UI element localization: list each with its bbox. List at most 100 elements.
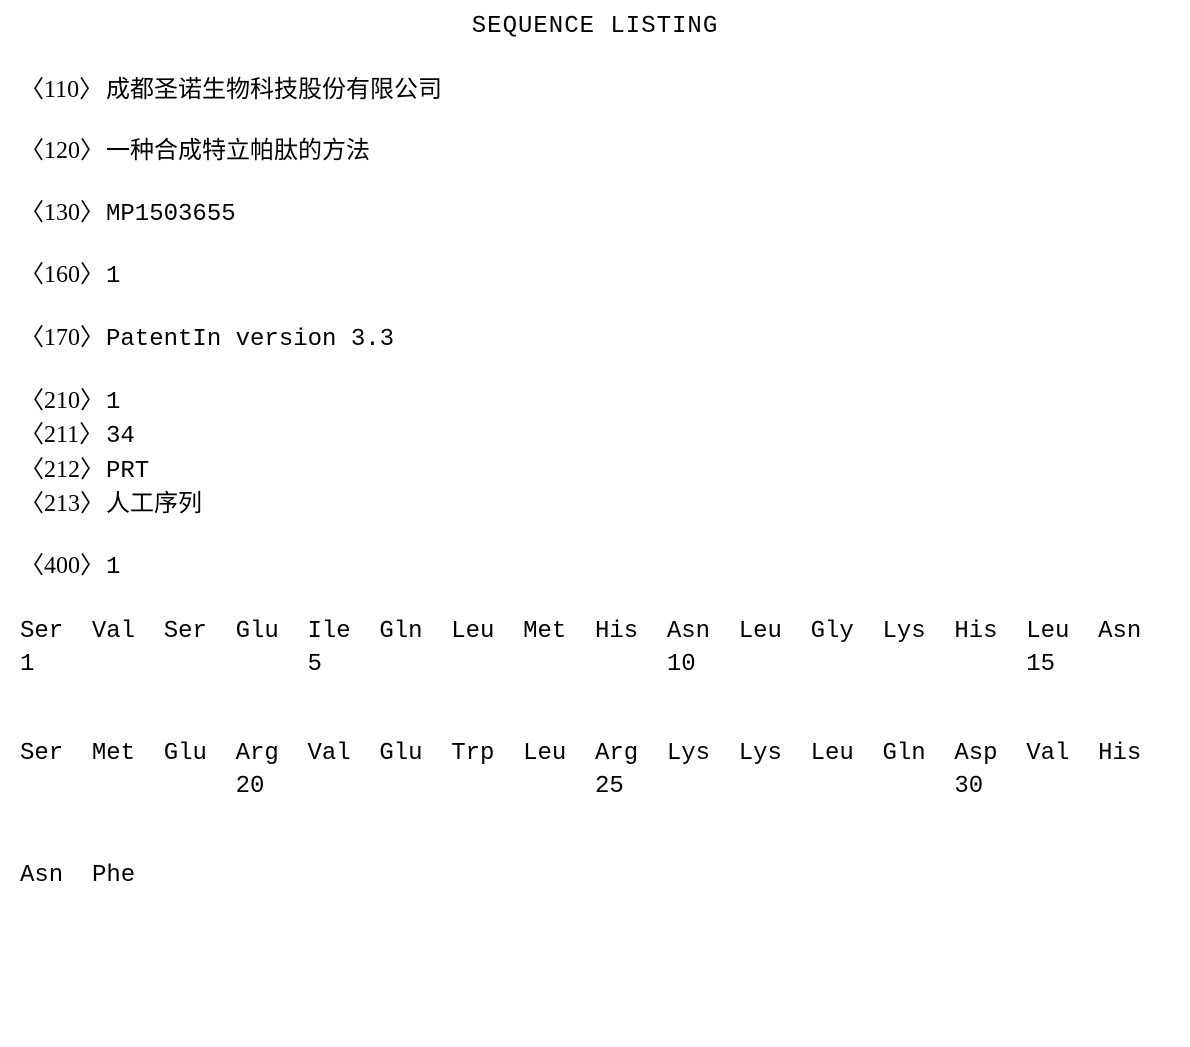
tag-170: 〈170〉 [20, 322, 100, 356]
pos [1098, 770, 1170, 804]
pos [811, 770, 883, 804]
aa: Lys [883, 615, 955, 649]
field-213: 〈213〉 人工序列 [20, 488, 1170, 522]
pos [164, 770, 236, 804]
number-row-1: 1 5 10 15 [20, 648, 1170, 682]
aa: Ser [20, 615, 92, 649]
aa: Gln [883, 737, 955, 771]
pos [236, 648, 308, 682]
pos [451, 648, 523, 682]
aa: Arg [595, 737, 667, 771]
pos: 30 [954, 770, 1026, 804]
val-110: 成都圣诺生物科技股份有限公司 [106, 77, 442, 103]
tag-213: 〈213〉 [20, 488, 100, 522]
tag-120: 〈120〉 [20, 135, 100, 169]
aa: Gly [811, 615, 883, 649]
pos [954, 648, 1026, 682]
pos [379, 648, 451, 682]
tag-211: 〈211〉 [20, 419, 100, 453]
aa: Ser [164, 615, 236, 649]
pos [1026, 770, 1098, 804]
aa: Leu [739, 615, 811, 649]
aa: Leu [451, 615, 523, 649]
aa: Val [92, 615, 164, 649]
pos [595, 648, 667, 682]
pos: 1 [20, 648, 92, 682]
val-170: PatentIn version 3.3 [106, 326, 394, 353]
pos [92, 648, 164, 682]
aa: Asp [954, 737, 1026, 771]
pos [20, 770, 92, 804]
aa: Met [523, 615, 595, 649]
tag-212: 〈212〉 [20, 454, 100, 488]
pos [1098, 648, 1170, 682]
tag-110: 〈110〉 [20, 74, 100, 108]
sequence-row-1: Ser Val Ser Glu Ile Gln Leu Met His Asn … [20, 615, 1170, 649]
aa: Glu [236, 615, 308, 649]
aa: His [595, 615, 667, 649]
aa: Asn [20, 859, 92, 893]
pos [667, 770, 739, 804]
aa: Ser [20, 737, 92, 771]
val-120: 一种合成特立帕肽的方法 [106, 138, 370, 164]
pos [523, 770, 595, 804]
pos: 10 [667, 648, 739, 682]
aa: His [1098, 737, 1170, 771]
pos [164, 648, 236, 682]
val-400: 1 [106, 554, 120, 581]
tag-210: 〈210〉 [20, 385, 100, 419]
val-211: 34 [106, 423, 135, 450]
aa: Arg [236, 737, 308, 771]
tag-160: 〈160〉 [20, 259, 100, 293]
field-210: 〈210〉 1 [20, 385, 1170, 420]
aa: Asn [1098, 615, 1170, 649]
field-130: 〈130〉 MP1503655 [20, 197, 1170, 232]
field-211: 〈211〉 34 [20, 419, 1170, 454]
val-160: 1 [106, 263, 120, 290]
aa: Asn [667, 615, 739, 649]
pos [308, 770, 380, 804]
sequence-row-2: Ser Met Glu Arg Val Glu Trp Leu Arg Lys … [20, 737, 1170, 771]
field-170: 〈170〉 PatentIn version 3.3 [20, 322, 1170, 357]
pos [523, 648, 595, 682]
aa: Gln [379, 615, 451, 649]
pos [739, 770, 811, 804]
aa: Glu [164, 737, 236, 771]
field-160: 〈160〉 1 [20, 259, 1170, 294]
val-210: 1 [106, 389, 120, 416]
aa: Val [1026, 737, 1098, 771]
field-110: 〈110〉 成都圣诺生物科技股份有限公司 [20, 74, 1170, 108]
field-400: 〈400〉 1 [20, 550, 1170, 585]
field-212: 〈212〉 PRT [20, 454, 1170, 489]
pos [739, 648, 811, 682]
aa: Lys [667, 737, 739, 771]
pos: 5 [308, 648, 380, 682]
val-213: 人工序列 [106, 491, 202, 517]
pos [883, 648, 955, 682]
pos [379, 770, 451, 804]
pos [811, 648, 883, 682]
aa: Leu [1026, 615, 1098, 649]
aa: Ile [308, 615, 380, 649]
pos: 15 [1026, 648, 1098, 682]
pos [92, 770, 164, 804]
tag-130: 〈130〉 [20, 197, 100, 231]
tag-400: 〈400〉 [20, 550, 100, 584]
aa: His [954, 615, 1026, 649]
sequence-block: Ser Val Ser Glu Ile Gln Leu Met His Asn … [20, 615, 1170, 893]
field-120: 〈120〉 一种合成特立帕肽的方法 [20, 135, 1170, 169]
sequence-row-3: Asn Phe [20, 859, 1170, 893]
pos [451, 770, 523, 804]
pos [883, 770, 955, 804]
aa: Leu [811, 737, 883, 771]
aa: Leu [523, 737, 595, 771]
val-130: MP1503655 [106, 201, 236, 228]
aa: Met [92, 737, 164, 771]
aa: Trp [451, 737, 523, 771]
aa: Phe [92, 859, 164, 893]
page-title: SEQUENCE LISTING [20, 10, 1170, 44]
number-row-2: 20 25 30 [20, 770, 1170, 804]
pos: 25 [595, 770, 667, 804]
aa: Val [308, 737, 380, 771]
pos: 20 [236, 770, 308, 804]
